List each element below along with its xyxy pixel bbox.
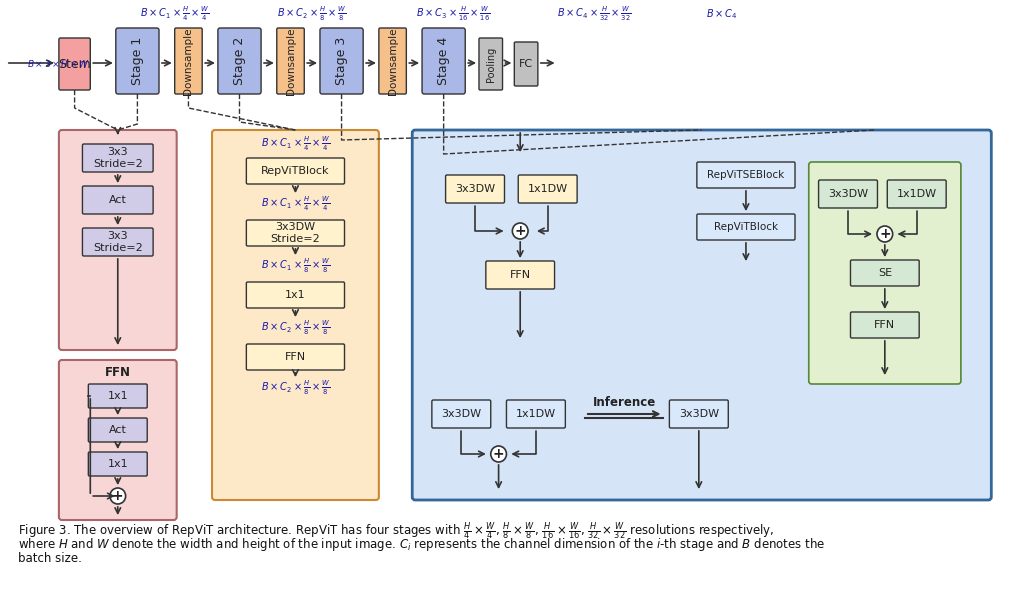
Text: $B \times C_3 \times \frac{H}{16} \times \frac{W}{16}$: $B \times C_3 \times \frac{H}{16} \times… <box>416 5 491 23</box>
Text: +: + <box>112 489 123 503</box>
Text: $B \times C_1 \times \frac{H}{4} \times \frac{W}{4}$: $B \times C_1 \times \frac{H}{4} \times … <box>261 135 330 153</box>
FancyBboxPatch shape <box>479 38 503 90</box>
FancyBboxPatch shape <box>670 400 729 428</box>
FancyBboxPatch shape <box>88 452 147 476</box>
Text: Stage 4: Stage 4 <box>437 37 450 85</box>
FancyBboxPatch shape <box>697 214 795 240</box>
FancyBboxPatch shape <box>83 228 153 256</box>
FancyBboxPatch shape <box>175 28 202 94</box>
Text: Act: Act <box>109 195 126 205</box>
FancyBboxPatch shape <box>59 38 90 90</box>
Text: RepViTSEBlock: RepViTSEBlock <box>707 170 785 180</box>
Text: batch size.: batch size. <box>18 552 82 565</box>
Text: 1x1DW: 1x1DW <box>528 184 568 194</box>
FancyBboxPatch shape <box>246 220 345 246</box>
FancyBboxPatch shape <box>851 312 919 338</box>
FancyBboxPatch shape <box>485 261 555 289</box>
Text: +: + <box>493 447 504 461</box>
FancyBboxPatch shape <box>88 418 147 442</box>
Text: Downsample: Downsample <box>387 27 397 95</box>
Text: +: + <box>879 227 891 241</box>
Text: RepViTBlock: RepViTBlock <box>261 166 330 176</box>
Text: $B \times C_1 \times \frac{H}{8} \times \frac{W}{8}$: $B \times C_1 \times \frac{H}{8} \times … <box>261 257 330 275</box>
Circle shape <box>512 223 528 239</box>
Text: 1x1DW: 1x1DW <box>515 409 556 419</box>
Text: 1x1: 1x1 <box>285 290 305 300</box>
FancyBboxPatch shape <box>246 158 345 184</box>
FancyBboxPatch shape <box>819 180 878 208</box>
FancyBboxPatch shape <box>246 282 345 308</box>
Text: 3x3DW: 3x3DW <box>441 409 481 419</box>
Text: Downsample: Downsample <box>286 27 296 95</box>
FancyBboxPatch shape <box>379 28 407 94</box>
FancyBboxPatch shape <box>320 28 363 94</box>
FancyBboxPatch shape <box>887 180 946 208</box>
FancyBboxPatch shape <box>422 28 466 94</box>
Text: FC: FC <box>519 59 533 69</box>
FancyBboxPatch shape <box>432 155 609 345</box>
FancyBboxPatch shape <box>212 130 379 500</box>
FancyBboxPatch shape <box>218 28 261 94</box>
Text: $B \times C_4$: $B \times C_4$ <box>706 7 737 21</box>
Text: RepViTBlock: RepViTBlock <box>714 222 778 232</box>
Text: 3x3
Stride=2: 3x3 Stride=2 <box>93 231 143 253</box>
FancyBboxPatch shape <box>506 400 565 428</box>
FancyBboxPatch shape <box>88 384 147 408</box>
Text: $B \times C_4 \times \frac{H}{32} \times \frac{W}{32}$: $B \times C_4 \times \frac{H}{32} \times… <box>558 5 632 23</box>
Text: Stage 2: Stage 2 <box>233 37 246 85</box>
Text: $B \times C_2 \times \frac{H}{8} \times \frac{W}{8}$: $B \times C_2 \times \frac{H}{8} \times … <box>261 319 330 337</box>
Text: FFN: FFN <box>875 320 895 330</box>
Text: 3x3DW: 3x3DW <box>828 189 868 199</box>
Text: $B \times C_2 \times \frac{H}{8} \times \frac{W}{8}$: $B \times C_2 \times \frac{H}{8} \times … <box>261 379 330 397</box>
FancyBboxPatch shape <box>412 130 992 500</box>
Text: FFN: FFN <box>285 352 306 362</box>
FancyBboxPatch shape <box>808 162 960 384</box>
Text: 1x1: 1x1 <box>108 459 128 469</box>
FancyBboxPatch shape <box>687 148 972 398</box>
Text: Inference: Inference <box>593 395 656 409</box>
Text: 1x1DW: 1x1DW <box>896 189 937 199</box>
FancyBboxPatch shape <box>59 130 177 350</box>
FancyBboxPatch shape <box>851 260 919 286</box>
FancyBboxPatch shape <box>83 144 153 172</box>
Text: Pooling: Pooling <box>485 47 496 82</box>
Text: Stage 3: Stage 3 <box>335 37 348 85</box>
FancyBboxPatch shape <box>446 175 504 203</box>
Circle shape <box>877 226 892 242</box>
Text: $B \times C_2 \times \frac{H}{8} \times \frac{W}{8}$: $B \times C_2 \times \frac{H}{8} \times … <box>277 5 347 23</box>
Text: SE: SE <box>878 268 892 278</box>
Text: +: + <box>514 224 526 238</box>
FancyBboxPatch shape <box>83 186 153 214</box>
Text: 1x1: 1x1 <box>108 391 128 401</box>
FancyBboxPatch shape <box>116 28 159 94</box>
Circle shape <box>110 488 125 504</box>
Text: 3x3
Stride=2: 3x3 Stride=2 <box>93 147 143 169</box>
Text: 3x3DW: 3x3DW <box>679 409 719 419</box>
Text: $B \times C_1 \times \frac{H}{4} \times \frac{W}{4}$: $B \times C_1 \times \frac{H}{4} \times … <box>261 195 330 213</box>
FancyBboxPatch shape <box>697 162 795 188</box>
Text: Figure 3. The overview of RepViT architecture. RepViT has four stages with $\fra: Figure 3. The overview of RepViT archite… <box>18 520 774 542</box>
FancyBboxPatch shape <box>514 42 538 86</box>
Text: 3x3DW
Stride=2: 3x3DW Stride=2 <box>270 222 320 244</box>
FancyBboxPatch shape <box>59 360 177 520</box>
FancyBboxPatch shape <box>276 28 304 94</box>
Text: 3x3DW: 3x3DW <box>455 184 495 194</box>
Text: $B \times 3 \times H \times W$: $B \times 3 \times H \times W$ <box>27 58 89 68</box>
Circle shape <box>491 446 506 462</box>
Text: Stage 1: Stage 1 <box>130 37 144 85</box>
Text: FFN: FFN <box>509 270 531 280</box>
FancyBboxPatch shape <box>519 175 578 203</box>
Text: where $H$ and $W$ denote the width and height of the input image. $C_i$ represen: where $H$ and $W$ denote the width and h… <box>18 536 825 553</box>
Text: Act: Act <box>109 425 126 435</box>
FancyBboxPatch shape <box>432 400 491 428</box>
Text: $B \times C_1 \times \frac{H}{4} \times \frac{W}{4}$: $B \times C_1 \times \frac{H}{4} \times … <box>140 5 209 23</box>
Text: Stem: Stem <box>58 58 91 71</box>
Text: FFN: FFN <box>105 366 130 379</box>
FancyBboxPatch shape <box>246 344 345 370</box>
Text: Downsample: Downsample <box>183 27 194 95</box>
